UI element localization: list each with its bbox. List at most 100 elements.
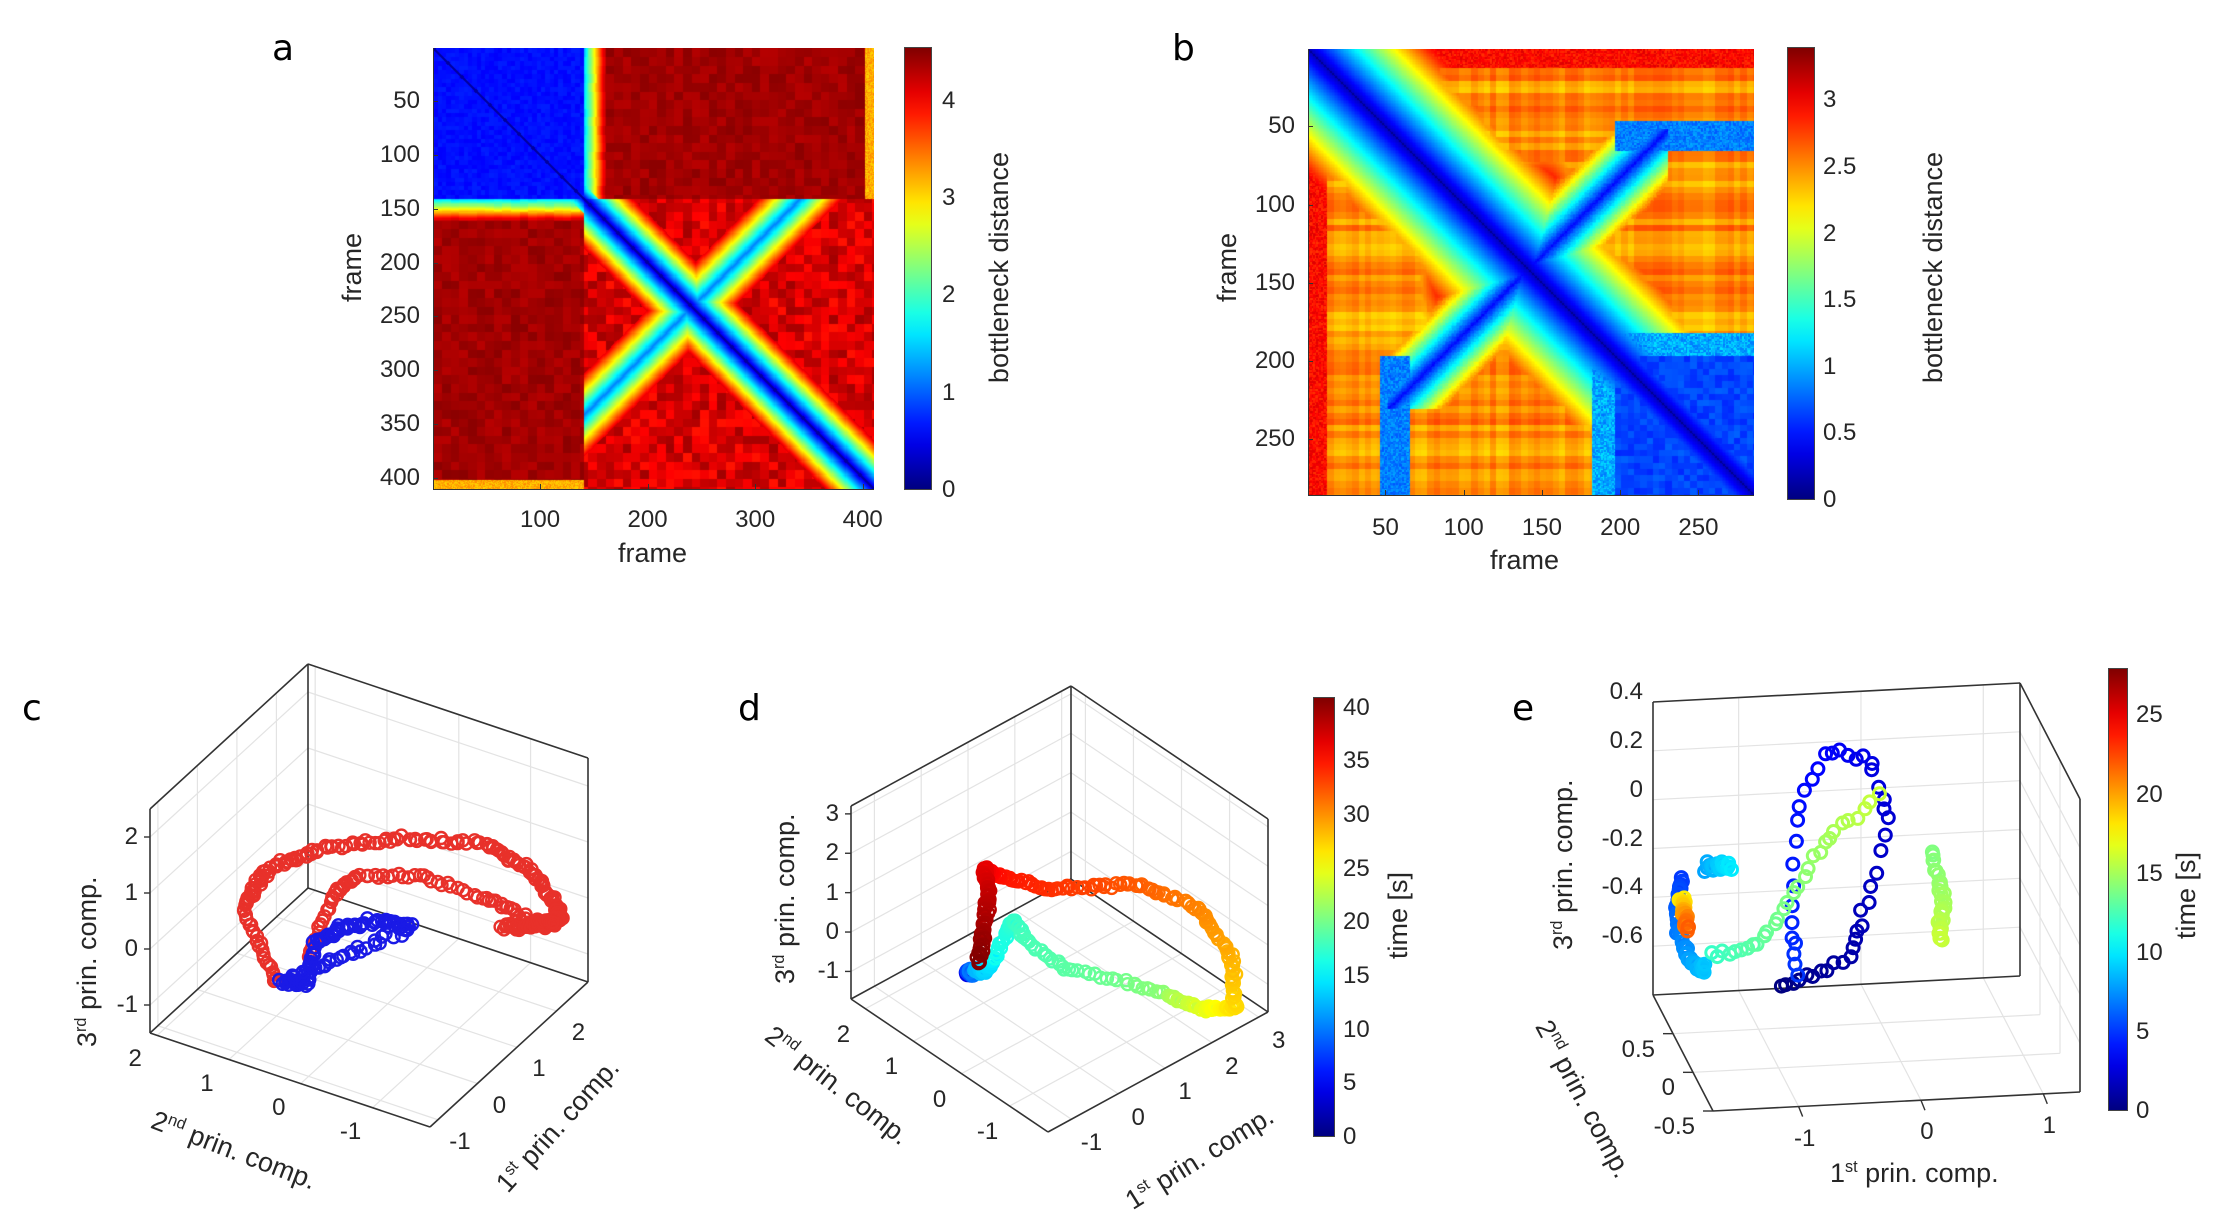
data-point-e-point [1824, 745, 1840, 761]
data-point-c-blue [287, 969, 302, 985]
ytick-b: 100 [1254, 190, 1295, 218]
data-point-e-point [1854, 918, 1870, 934]
colorbar-tick-b: 1 [1823, 352, 1837, 380]
ytick-d: 2 [836, 1020, 851, 1048]
box-edge-d [1047, 1011, 1269, 1133]
gridline-e [1652, 731, 2021, 752]
data-point-e-point [1804, 771, 1820, 787]
gridline-d [850, 772, 1072, 894]
ytick-mark-b [1308, 439, 1313, 441]
box-edge-e [2019, 682, 2081, 800]
xtick-d: 3 [1271, 1027, 1286, 1055]
colorbar-tick-e: 20 [2136, 780, 2163, 808]
colorbar-d [1313, 697, 1335, 1137]
colorbar-tick-e: 15 [2136, 859, 2163, 887]
ytick-d: 1 [884, 1053, 899, 1081]
y-axis-line-a [433, 48, 434, 489]
data-point-e-point [1790, 812, 1806, 828]
gridline-d [1070, 811, 1269, 946]
gridline-c [307, 747, 589, 843]
gridline-c [149, 803, 309, 950]
data-point-e-point [1791, 799, 1807, 815]
xtick-mark-e [2042, 1093, 2048, 1105]
gridline-c [307, 691, 589, 787]
zlabel-d: 3rd prin. comp. [770, 813, 800, 985]
data-point-e-point [1848, 931, 1864, 947]
data-point-e-point [1818, 746, 1834, 762]
xtick-mark-b [1698, 490, 1700, 495]
data-point-c-red [385, 868, 400, 883]
panel-letter-a: a [272, 28, 295, 69]
data-point-e-point [1845, 940, 1861, 956]
data-point-e-point [1863, 879, 1879, 894]
gridline-d [874, 985, 1072, 1120]
data-point-d-point [1056, 962, 1072, 977]
colorbar-tick-d: 20 [1343, 908, 1370, 936]
data-point-c-red [244, 880, 260, 896]
colorbar-tick-d: 0 [1343, 1123, 1357, 1150]
gridline-d [1070, 772, 1269, 907]
gridline-e [2019, 878, 2081, 995]
ytick-mark-a [433, 101, 438, 103]
ytick-b: 250 [1254, 425, 1295, 453]
data-point-c-red [430, 874, 445, 890]
data-point-e-point [1850, 810, 1866, 826]
gridline-e [1860, 983, 1922, 1101]
ytick-mark-a [433, 208, 438, 210]
xtick-e: 0 [1920, 1118, 1934, 1146]
gridline-e [2019, 829, 2081, 946]
ztick-d: -1 [817, 957, 839, 985]
data-point-e-point [1864, 756, 1880, 771]
data-point-e-point [1749, 936, 1765, 952]
gridline-e [2019, 926, 2081, 1044]
ytick-c: 0 [272, 1093, 286, 1121]
box-edge-c [149, 887, 309, 1034]
data-point-e-point [1853, 902, 1869, 918]
data-point-e-point [1759, 924, 1774, 940]
ytick-mark-a [433, 262, 438, 264]
data-point-e-point [1796, 782, 1812, 798]
ytick-mark-a [433, 370, 438, 372]
gridline-d [850, 811, 1072, 933]
data-point-e-point [1864, 762, 1880, 778]
xtick-mark-a [755, 484, 757, 489]
ytick-c: 1 [200, 1069, 214, 1097]
colorbar-tick-a: 4 [942, 86, 956, 114]
colorbar-tick-b: 2.5 [1823, 152, 1857, 180]
box-edge-d [850, 878, 1072, 1000]
gridline-d [913, 920, 1134, 1042]
ytick-mark-a [433, 477, 438, 479]
gridline-d [1061, 883, 1259, 1018]
box-edge-c [307, 663, 589, 759]
xtick-d: -1 [1080, 1129, 1103, 1157]
xtick-mark-a [647, 484, 649, 489]
ztick-c: 2 [124, 823, 138, 850]
data-point-d-point [1120, 977, 1135, 992]
colorbar-tick-d: 5 [1343, 1069, 1357, 1097]
ytick-e: 0 [1661, 1074, 1675, 1102]
gridline-e [1672, 1014, 2041, 1035]
gridline-e [2019, 731, 2081, 849]
ytick-d: 0 [932, 1085, 947, 1113]
xtick-e: -1 [1793, 1124, 1816, 1152]
data-point-e-point [1788, 833, 1804, 849]
gridline-c [236, 952, 518, 1048]
xlabel-b: frame [1490, 545, 1560, 575]
colorbar-tick-d: 35 [1343, 747, 1370, 775]
zlabel-c: 3rd prin. comp. [72, 876, 102, 1048]
box-edge-c [149, 1032, 431, 1128]
data-point-e-point [1724, 862, 1739, 877]
data-point-e-point [1826, 824, 1841, 839]
colorbar-e [2108, 668, 2128, 1111]
data-point-c-blue [394, 928, 410, 943]
ytick-b: 50 [1268, 112, 1295, 140]
xlabel-a: frame [618, 538, 688, 568]
y-axis-line-b [1308, 49, 1309, 495]
data-point-c-red [450, 834, 465, 849]
xtick-c: 0 [492, 1091, 507, 1119]
data-point-e-point [1790, 879, 1806, 895]
box-edge-e [1652, 994, 1714, 1112]
gridline-e [1652, 877, 2021, 898]
box-edge-d [850, 998, 1049, 1133]
zlabel-e: 3rd prin. comp. [1548, 779, 1578, 951]
